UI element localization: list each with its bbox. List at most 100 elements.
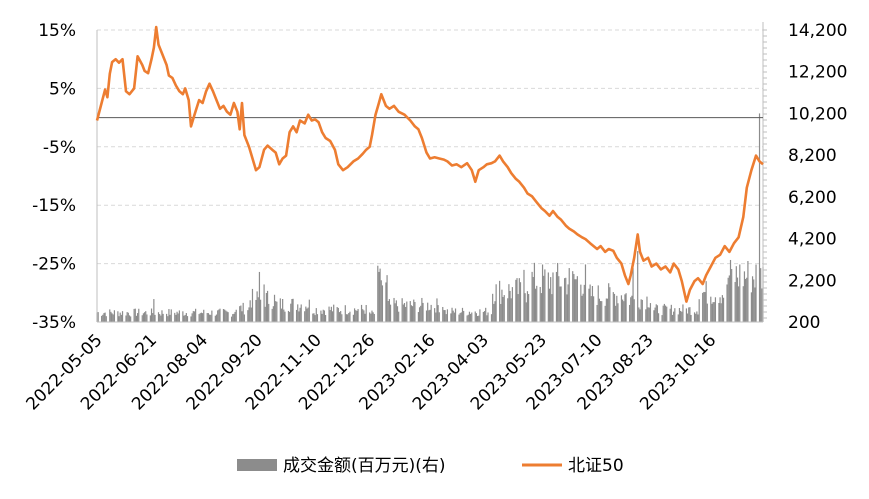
turnover-bar — [517, 294, 519, 322]
turnover-bar — [306, 308, 308, 322]
turnover-bar — [112, 314, 114, 322]
x-axis-tick-labels: 2022-05-052022-06-212022-08-042022-09-20… — [23, 330, 721, 414]
turnover-bar — [126, 312, 128, 322]
turnover-bar — [349, 311, 351, 322]
turnover-bar — [193, 311, 196, 322]
turnover-bar — [152, 313, 154, 322]
turnover-bar — [292, 298, 294, 322]
turnover-bar — [551, 294, 553, 322]
turnover-bar — [118, 316, 120, 322]
turnover-bar — [722, 297, 725, 322]
turnover-bar — [290, 303, 292, 322]
turnover-bar — [200, 312, 203, 322]
turnover-bar — [478, 315, 480, 322]
turnover-bar — [307, 307, 309, 322]
turnover-bar — [154, 314, 156, 322]
turnover-bar — [255, 299, 257, 322]
turnover-bar — [693, 312, 696, 322]
turnover-bar — [543, 275, 545, 322]
turnover-bar — [170, 309, 172, 322]
turnover-bar — [536, 285, 538, 322]
turnover-bar — [589, 284, 591, 322]
turnover-bar — [388, 299, 390, 322]
turnover-bar — [582, 293, 584, 322]
turnover-bar — [662, 305, 664, 322]
turnover-bar — [720, 303, 722, 322]
turnover-bar — [405, 306, 407, 322]
turnover-bar — [761, 288, 763, 322]
turnover-bar — [760, 268, 762, 322]
turnover-bar — [703, 291, 705, 322]
turnover-bar — [688, 307, 690, 322]
turnover-bar — [313, 313, 315, 322]
turnover-bar — [227, 312, 229, 322]
turnover-bar — [272, 306, 274, 322]
bz50-line — [95, 25, 764, 303]
turnover-bar — [168, 309, 170, 322]
right-tick-label: 10,200 — [788, 104, 847, 124]
turnover-bar — [183, 315, 185, 322]
turnover-bar — [224, 309, 226, 322]
turnover-bar — [393, 297, 395, 322]
turnover-bar — [300, 304, 302, 322]
turnover-bar — [673, 311, 675, 322]
turnover-bar — [111, 313, 113, 322]
left-tick-label: -35% — [32, 313, 76, 333]
turnover-bar — [225, 310, 227, 322]
turnover-bar — [755, 264, 757, 322]
turnover-bar — [264, 306, 266, 322]
turnover-bar — [305, 306, 307, 322]
turnover-bar — [235, 309, 237, 322]
turnover-bar — [609, 287, 611, 322]
turnover-bar — [166, 313, 168, 322]
turnover-bar — [628, 304, 631, 322]
turnover-bar — [421, 297, 423, 322]
turnover-bar — [249, 300, 251, 322]
turnover-bar — [751, 276, 754, 322]
turnover-bar — [389, 304, 392, 322]
turnover-bar — [438, 312, 440, 322]
turnover-bar — [395, 300, 397, 322]
turnover-bar — [298, 311, 300, 322]
turnover-bar — [185, 313, 187, 322]
turnover-bar — [250, 307, 252, 322]
turnover-bar — [623, 301, 625, 322]
turnover-bar — [159, 314, 161, 322]
turnover-bar — [291, 298, 293, 322]
turnover-bar — [528, 294, 530, 322]
turnover-bar — [581, 295, 583, 322]
turnover-bar — [486, 315, 488, 322]
turnover-bar — [625, 293, 627, 322]
line-series-bz50 — [95, 25, 764, 303]
turnover-bar — [450, 313, 452, 322]
left-tick-label: -25% — [32, 255, 76, 275]
turnover-bar — [726, 284, 728, 322]
turnover-bar — [153, 299, 155, 322]
turnover-bar — [525, 302, 527, 322]
turnover-bar — [657, 313, 660, 322]
right-tick-label: 4,200 — [788, 230, 837, 250]
turnover-bar — [649, 303, 652, 322]
turnover-bar — [452, 310, 454, 322]
turnover-bar — [417, 312, 419, 322]
turnover-bar — [263, 284, 265, 322]
turnover-bar — [214, 315, 216, 322]
turnover-bar — [568, 268, 570, 322]
turnover-bar — [360, 304, 363, 322]
turnover-bar — [210, 314, 212, 322]
turnover-bar — [605, 298, 607, 322]
turnover-bar — [746, 277, 748, 322]
turnover-bar — [348, 313, 350, 322]
turnover-bar — [336, 307, 338, 322]
turnover-bar — [719, 297, 721, 322]
turnover-bar — [195, 308, 197, 322]
turnover-bar — [239, 306, 241, 322]
turnover-bar — [493, 303, 495, 322]
turnover-bar — [178, 310, 180, 322]
turnover-bar — [149, 315, 151, 322]
turnover-bar — [573, 274, 575, 322]
turnover-bar — [242, 302, 244, 322]
turnover-bar — [365, 304, 367, 322]
turnover-bar — [316, 314, 319, 322]
turnover-bar — [531, 271, 533, 322]
